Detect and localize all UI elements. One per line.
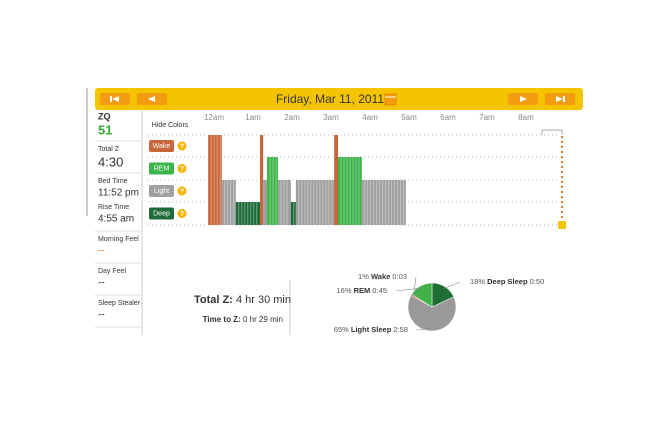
time-to-z: Time to Z: 0 hr 29 min (203, 315, 283, 324)
total-z-label: Total Z: (194, 294, 233, 306)
stat-label: Rise Time (98, 204, 129, 211)
pie-name: Light Sleep (351, 325, 392, 334)
time-tick-label: 3am (323, 113, 339, 122)
segment-fill (277, 180, 291, 225)
sleep-segment (290, 202, 296, 225)
pie-label: 1% Wake 0:03 (358, 272, 407, 281)
pie-duration: 0:50 (530, 277, 545, 286)
segment-fill (334, 135, 339, 225)
pie-duration: 0:03 (392, 272, 407, 281)
date-title: Friday, Mar 11, 2011 (276, 92, 384, 106)
hide-colors[interactable]: Hide Colors (152, 122, 189, 129)
time-tick-label: 4am (362, 113, 378, 122)
time-tick-label: 8am (518, 113, 534, 122)
segment-fill (361, 180, 406, 225)
stat-label: Sleep Stealer (98, 300, 141, 307)
stage-label: REM (154, 165, 170, 172)
stage-label: Wake (153, 143, 171, 150)
stage-badge (149, 140, 174, 152)
next-button[interactable] (508, 93, 538, 105)
pie-duration: 0:45 (372, 286, 387, 295)
segment-fill (267, 157, 278, 225)
stat-value: -- (98, 310, 105, 321)
pie-name: REM (354, 286, 371, 295)
segment-fill (208, 135, 222, 225)
stat-value: 4:55 am (98, 214, 134, 225)
help-icon[interactable] (177, 141, 187, 151)
time-tick-label: 1am (245, 113, 261, 122)
total-z-value: 4 hr 30 min (236, 294, 291, 306)
pie-slice (407, 295, 457, 332)
end-marker (541, 129, 566, 229)
pie-percent: 1% (358, 272, 369, 281)
time-to-z-value: 0 hr 29 min (243, 315, 283, 324)
pie-percent: 65% (334, 325, 349, 334)
segment-fill (260, 135, 264, 225)
help-icon-text: ? (180, 166, 184, 173)
stage-label: Deep (153, 210, 170, 217)
pie-label: 65% Light Sleep 2:58 (334, 325, 408, 334)
time-tick-label: 6am (440, 113, 456, 122)
stat-value: 11:52 pm (98, 188, 139, 199)
time-to-z-label: Time to Z: (203, 315, 241, 324)
stat-label: ZQ (98, 111, 111, 121)
prev-button[interactable] (137, 93, 167, 105)
nav-bar (95, 88, 583, 110)
pie-leader (395, 287, 422, 292)
calendar-icon[interactable] (384, 93, 397, 106)
sleep-segment (338, 157, 362, 225)
sleep-segment (277, 180, 291, 225)
pie-name: Wake (371, 272, 390, 281)
pie-leader (415, 328, 432, 331)
time-tick-label: 12am (204, 113, 224, 122)
pie-percent: 16% (337, 286, 352, 295)
sleep-segment (263, 180, 268, 225)
pie-label: 16% REM 0:45 (337, 286, 387, 295)
help-icon[interactable] (177, 186, 187, 196)
stage-badge (149, 185, 174, 197)
segment-fill (263, 180, 268, 225)
help-icon-text: ? (180, 188, 184, 195)
pie-percent: 18% (470, 277, 485, 286)
stat-label: Morning Feel (98, 236, 139, 243)
stage-badge (149, 162, 174, 175)
stat-label: Day Feel (98, 268, 126, 275)
sleep-segment (361, 180, 406, 225)
help-icon-text: ? (180, 143, 184, 150)
sleep-segment (235, 202, 261, 225)
pie-slice (411, 282, 433, 308)
help-icon[interactable] (177, 164, 187, 173)
segment-fill (290, 202, 296, 225)
help-icon-text: ? (180, 211, 184, 218)
stat-value: -- (98, 278, 105, 289)
sleep-segment (221, 180, 236, 225)
sleep-segment (295, 180, 335, 225)
segment-fill (221, 180, 236, 225)
stat-value: 4:30 (98, 154, 123, 169)
pie-leader (443, 281, 461, 290)
total-z: Total Z: 4 hr 30 min (194, 294, 291, 306)
time-tick-label: 7am (479, 113, 495, 122)
stat-value: -- (98, 246, 105, 257)
stage-label: Light (154, 188, 169, 195)
stat-label: Total Z (98, 146, 120, 153)
sleep-segment (260, 135, 264, 225)
sleep-segment (267, 157, 278, 225)
pie-duration: 2:58 (393, 325, 408, 334)
stat-label: Bed Time (98, 178, 128, 185)
sleep-segment (334, 135, 339, 225)
first-button[interactable] (100, 93, 130, 105)
help-icon[interactable] (177, 209, 187, 218)
time-tick-label: 2am (284, 113, 300, 122)
stat-value: 51 (98, 122, 112, 137)
time-tick-label: 5am (401, 113, 417, 122)
sleep-segment (208, 135, 222, 225)
stage-badge (149, 207, 174, 220)
last-button[interactable] (545, 93, 575, 105)
segment-fill (295, 180, 335, 225)
pie-label: 18% Deep Sleep 0:50 (470, 277, 544, 286)
pie-name: Deep Sleep (487, 277, 528, 286)
